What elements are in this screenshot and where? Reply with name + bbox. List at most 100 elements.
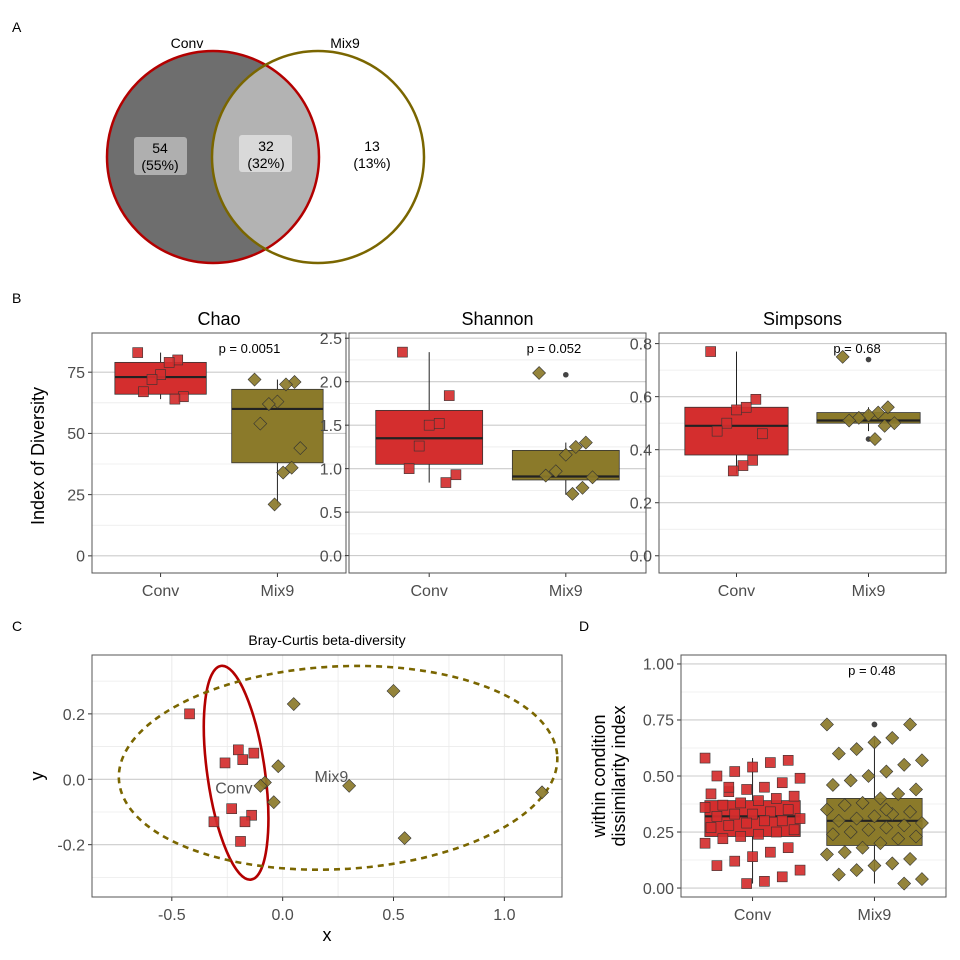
panel-label-a: A [12, 19, 22, 35]
panel-label-c: C [12, 618, 22, 634]
mix9-point [568, 439, 583, 454]
venn-set-label-conv: Conv [171, 35, 204, 51]
mix9-point [279, 377, 293, 392]
mix9-point [877, 418, 892, 433]
mix9-point [879, 820, 894, 835]
conv-point [423, 419, 435, 431]
venn-count-conv: 54 [152, 140, 168, 156]
box [684, 406, 789, 456]
mix9-point [891, 831, 906, 846]
ordination-scatter: -0.5 0.0 0.5 1.0 -0.2 0.0 0.2 Conv Mix9 Bray-Curt… [57, 632, 563, 924]
conv-point [717, 799, 729, 811]
y-tick-label: 0.00 [643, 881, 674, 898]
mix9-point [879, 802, 894, 817]
conv-point [782, 755, 794, 766]
p-value-label: p = 0.68 [833, 341, 880, 356]
mix9-point [885, 856, 900, 871]
mix9-point [873, 791, 888, 806]
boxplot-simpsons: 0.0 0.2 0.4 0.6 0.8 Conv Mix9 p = 0.68 Simpsons [630, 309, 947, 600]
mix9-point [271, 759, 286, 774]
panel-label-d: D [579, 618, 589, 634]
group-centroid-label: Mix9 [315, 769, 349, 786]
x-tick-label: 0.0 [272, 907, 294, 924]
x-tick-label: 0.5 [382, 907, 404, 924]
conv-point [776, 777, 788, 789]
mix9-point [868, 432, 882, 447]
y-tick-label: 0.0 [63, 772, 85, 789]
venn-outline-conv [105, 49, 321, 265]
conv-point [741, 817, 752, 829]
mix9-point [849, 742, 864, 757]
mix9-point [855, 840, 870, 855]
x-tick-label: 1.0 [493, 907, 515, 924]
conv-point [169, 393, 181, 405]
y-tick-label: 0.2 [63, 707, 85, 724]
mix9-point [831, 746, 846, 761]
mix9-point [825, 778, 840, 792]
mix9-point [293, 441, 308, 456]
y-tick-label: 0.0 [320, 548, 342, 565]
conv-point [699, 752, 711, 764]
conv-point [397, 346, 408, 358]
conv-point [132, 347, 144, 358]
mix9-point [284, 460, 299, 475]
mix9-point [903, 717, 917, 732]
venn-pct-intersection: (32%) [247, 155, 284, 171]
x-tick-label: Mix9 [858, 907, 892, 924]
conv-point [721, 417, 733, 429]
mix9-point [867, 735, 882, 750]
ordination-ylabel: y [27, 772, 47, 781]
conv-point [219, 757, 231, 769]
mix9-point [266, 795, 281, 810]
mix9-point [386, 684, 401, 698]
x-tick-label: Mix9 [261, 583, 295, 600]
y-tick-label: 0.0 [630, 549, 652, 566]
conv-point [450, 469, 462, 481]
mix9-point [575, 480, 590, 495]
conv-point [711, 811, 723, 822]
conv-point [747, 808, 758, 820]
y-tick-label: 0.6 [630, 389, 652, 406]
p-value-label: p = 0.0051 [219, 341, 281, 356]
venn-outline-mix9 [210, 49, 426, 265]
mix9-point [915, 816, 929, 830]
mix9-point [253, 416, 268, 431]
boxplot-dissimilarity: 0.00 0.25 0.50 0.75 1.00 Conv Mix9 p = 0.48 [643, 654, 947, 924]
conv-point [705, 822, 717, 833]
venn-pct-conv: (55%) [141, 157, 178, 173]
mix9-point [873, 836, 888, 851]
mix9-point [915, 872, 929, 886]
conv-point [770, 826, 782, 838]
venn-pct-mix9: (13%) [353, 155, 390, 171]
mix9-point [820, 717, 834, 732]
conv-point [717, 833, 729, 845]
mix9-point [842, 413, 857, 428]
conv-point [747, 454, 758, 466]
p-value-label: p = 0.052 [527, 341, 582, 356]
x-tick-label: Conv [718, 583, 755, 600]
facet-title: Shannon [461, 309, 533, 329]
conv-point [723, 781, 735, 793]
conv-point [794, 772, 806, 784]
mix9-ellipse [117, 664, 559, 872]
conv-point [208, 816, 220, 828]
mix9-point [843, 825, 858, 839]
mix9-point [558, 447, 573, 462]
boxplot-chao: 0 25 50 75 Conv Mix9 p = 0.0051 Chao [67, 309, 347, 600]
mix9-point [897, 757, 912, 772]
mix9-point [247, 372, 262, 387]
mix9-point [871, 405, 886, 420]
y-tick-label: 0.8 [630, 336, 652, 353]
conv-point [776, 815, 788, 827]
x-tick-label: Conv [142, 583, 179, 600]
panel-border [91, 654, 563, 898]
p-value-label: p = 0.48 [848, 663, 895, 678]
conv-point [403, 463, 415, 474]
panel-border [91, 332, 347, 574]
x-tick-label: Mix9 [549, 583, 583, 600]
conv-point [246, 809, 257, 821]
conv-point [184, 708, 195, 720]
y-tick-label: -0.2 [57, 838, 85, 855]
mix9-point [903, 851, 917, 866]
outlier-point [563, 371, 569, 378]
